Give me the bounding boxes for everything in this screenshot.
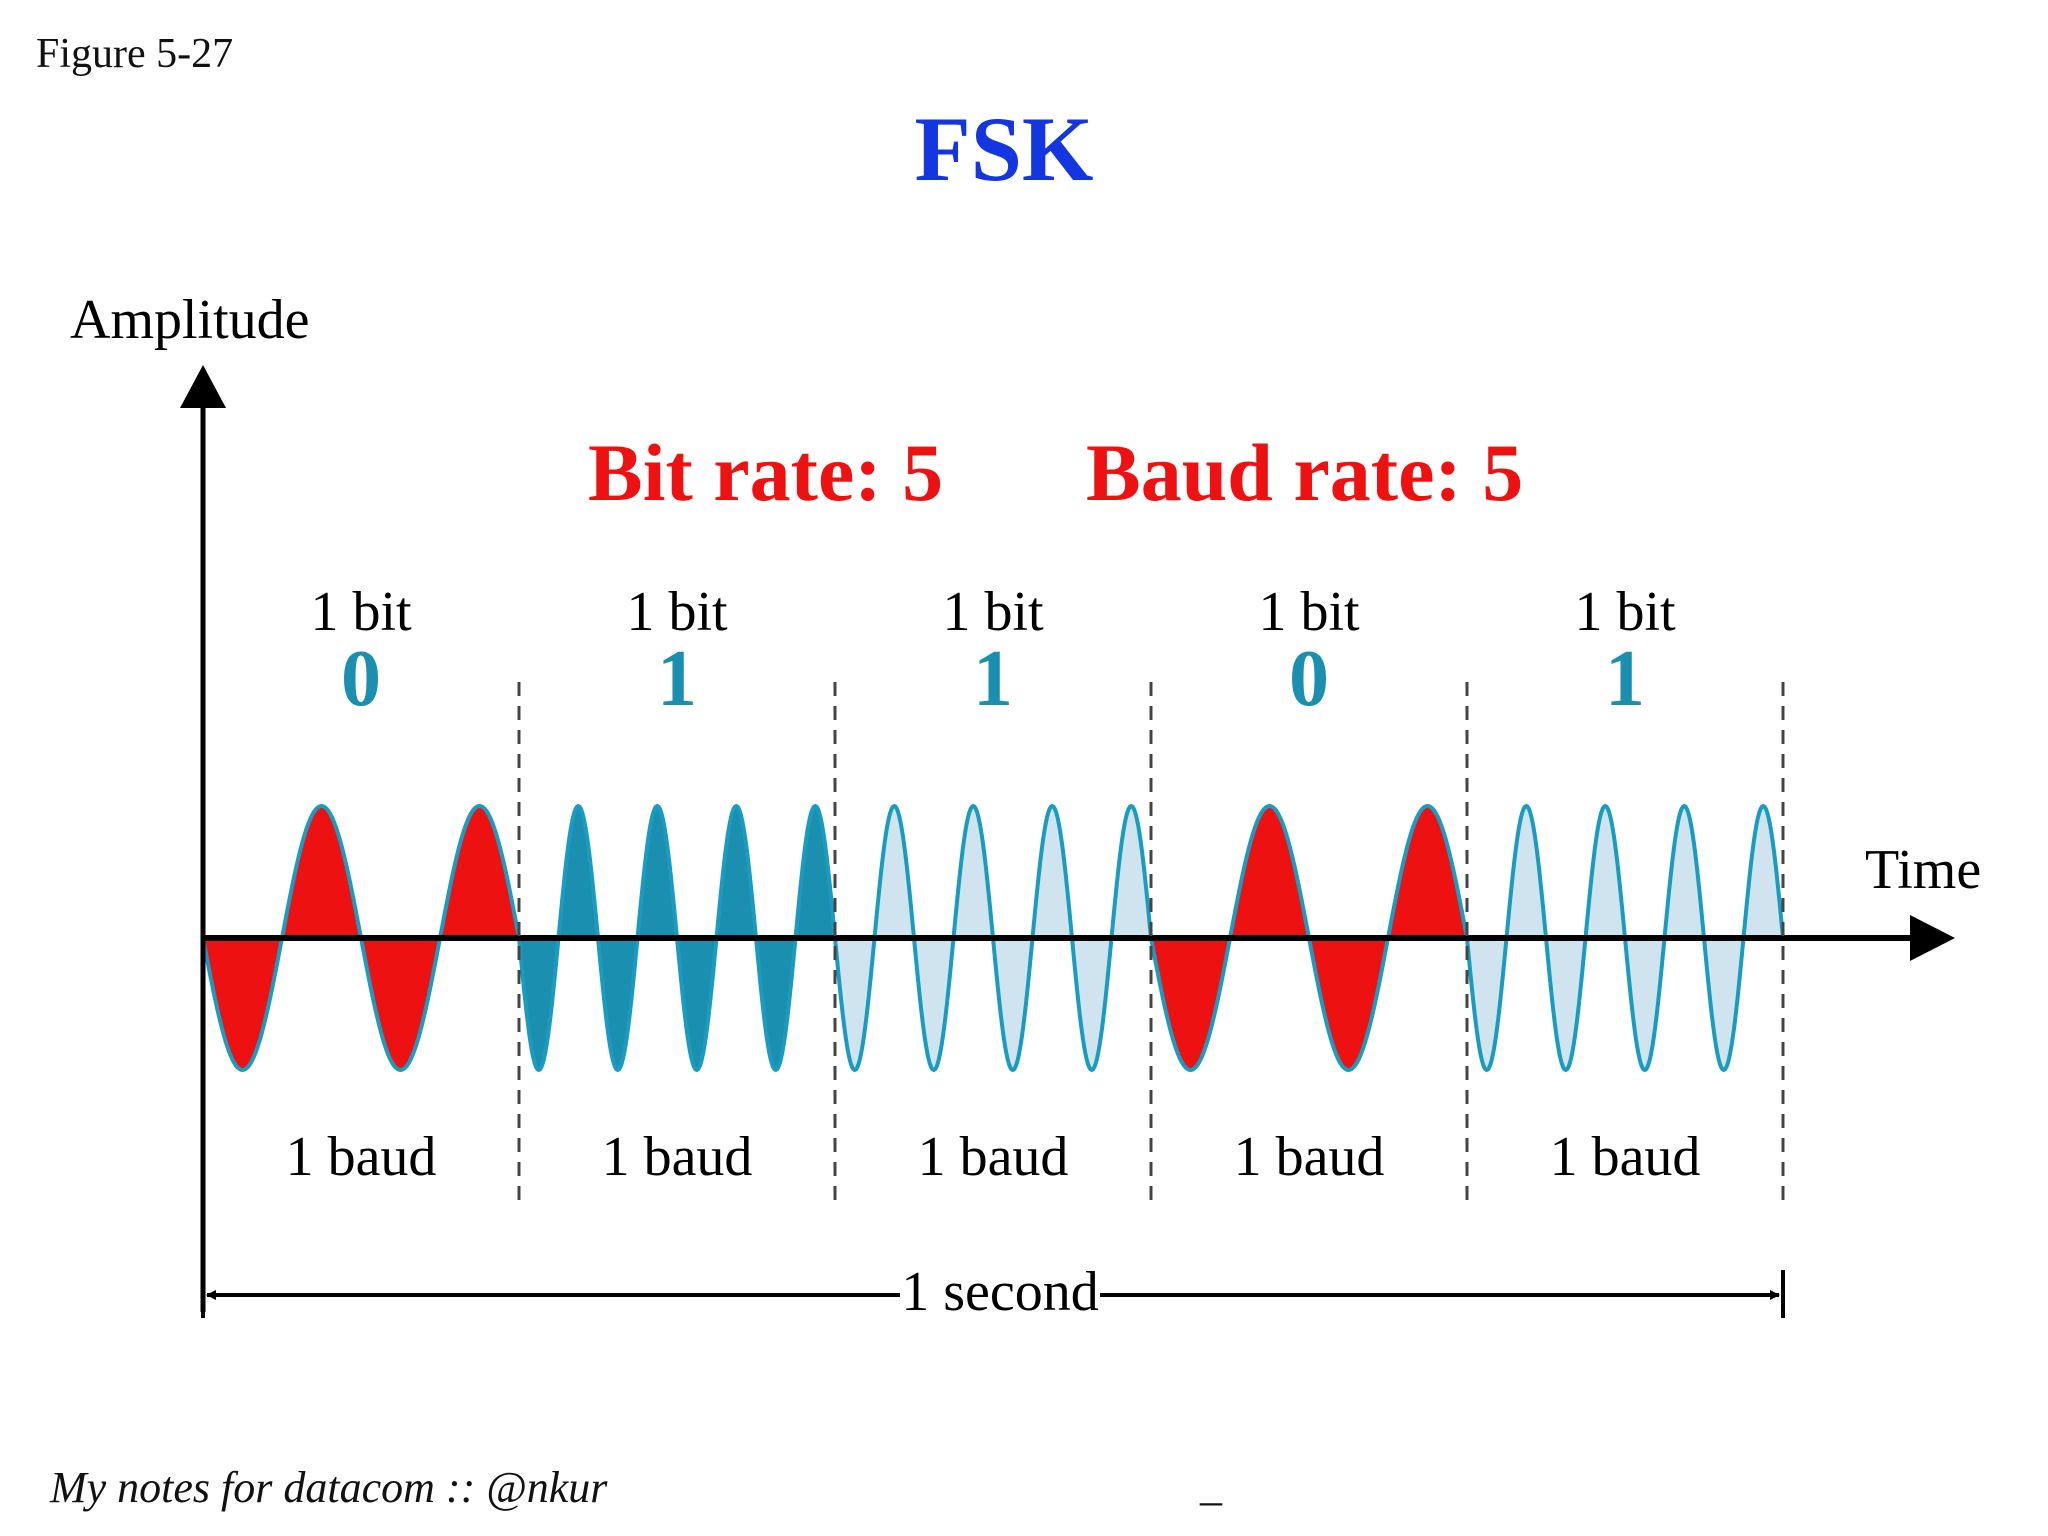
figure-label: Figure 5-27 (36, 31, 234, 77)
baud-label-2: 1 baud (602, 1126, 753, 1188)
bit-value-2: 1 (657, 635, 697, 723)
time-axis-arrow (1910, 915, 1955, 961)
time-label: Time (1865, 839, 1981, 901)
bit-label-4: 1 bit (1258, 581, 1360, 643)
baud-label-3: 1 baud (918, 1126, 1069, 1188)
duration-label: 1 second (901, 1261, 1099, 1323)
page-title: FSK (914, 98, 1094, 200)
bit-label-1: 1 bit (310, 581, 412, 643)
bit-label-5: 1 bit (1574, 581, 1676, 643)
baud-label-4: 1 baud (1234, 1126, 1385, 1188)
bit-label-2: 1 bit (626, 581, 728, 643)
footer-mark: _ (1200, 1461, 1222, 1510)
amplitude-axis-arrow (180, 365, 226, 408)
bit-value-4: 0 (1289, 635, 1329, 723)
baud-label-5: 1 baud (1550, 1126, 1701, 1188)
amplitude-label: Amplitude (70, 289, 310, 351)
baud-label-1: 1 baud (286, 1126, 437, 1188)
bit-rate-label: Bit rate: 5 (588, 427, 943, 518)
bit-label-3: 1 bit (942, 581, 1044, 643)
bit-value-5: 1 (1605, 635, 1645, 723)
bit-value-1: 0 (341, 635, 381, 723)
baud-rate-label: Baud rate: 5 (1086, 427, 1523, 518)
bit-value-3: 1 (973, 635, 1013, 723)
footer-note: My notes for datacom :: @nkur (50, 1463, 608, 1512)
